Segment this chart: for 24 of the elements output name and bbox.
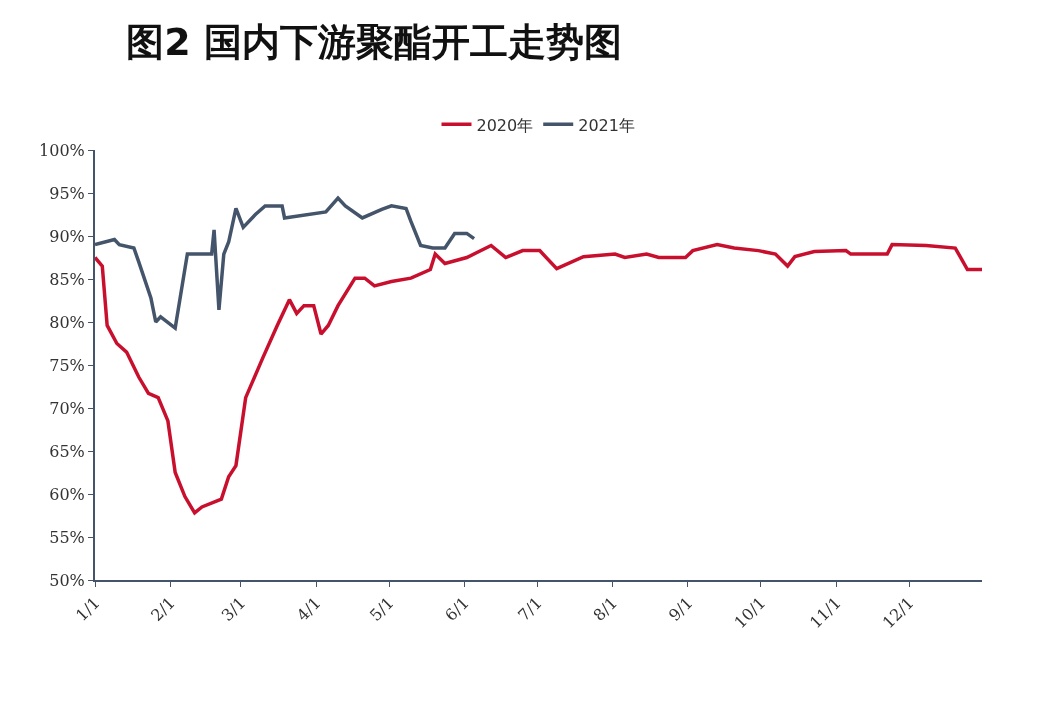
line-series (95, 242, 982, 515)
x-tick-label: 6/1 (441, 593, 473, 625)
legend-label: 2021年 (578, 115, 635, 135)
chart-title: 图2 国内下游聚酯开工走势图 (126, 20, 622, 65)
y-tick-label: 70% (49, 398, 85, 418)
y-tick-label: 85% (49, 269, 85, 289)
y-tick-label: 80% (49, 312, 85, 332)
x-tick-label: 1/1 (71, 593, 104, 625)
x-tick-label: 7/1 (514, 593, 546, 625)
x-tick-label: 4/1 (292, 593, 325, 625)
y-tick-label: 95% (49, 183, 85, 203)
y-tick-label: 50% (49, 570, 85, 590)
x-tick-label: 2/1 (147, 593, 179, 625)
y-tick-label: 100% (39, 140, 85, 160)
y-tick-label: 75% (49, 355, 85, 375)
x-tick-label: 8/1 (589, 593, 622, 625)
y-tick-label: 65% (49, 441, 85, 461)
legend-label: 2020年 (476, 115, 534, 135)
y-tick-label: 90% (49, 226, 85, 246)
y-tick-label: 55% (49, 527, 85, 547)
y-tick-label: 60% (49, 484, 85, 504)
x-tick-label: 3/1 (217, 593, 250, 625)
x-tick-label: 5/1 (365, 593, 398, 625)
x-tick-label: 9/1 (664, 593, 697, 625)
